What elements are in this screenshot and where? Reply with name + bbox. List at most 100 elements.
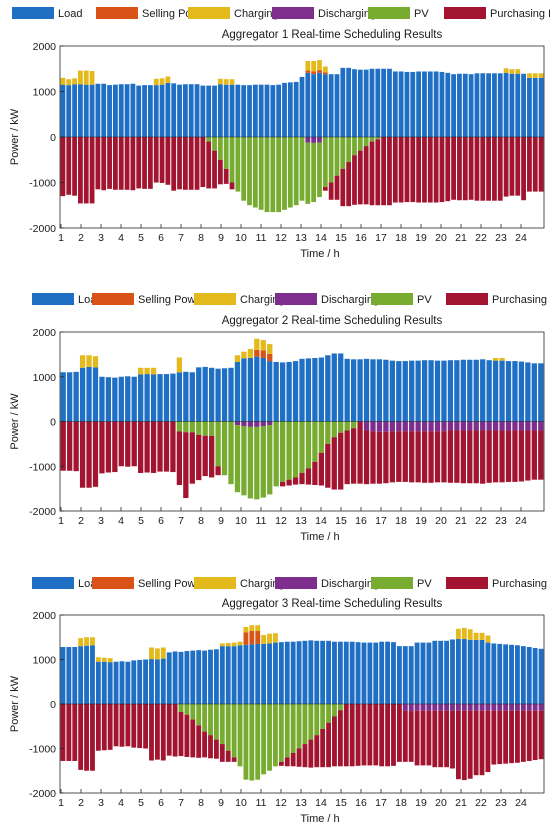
bar-discharging [421, 421, 428, 432]
bar-purchasing-power [170, 421, 176, 473]
y-tick-label: 1000 [33, 87, 57, 99]
bar-load [66, 85, 72, 137]
bar-load [314, 640, 320, 704]
bar-pv [176, 421, 183, 432]
bar-load [450, 639, 455, 704]
bar-purchasing-power [521, 137, 526, 201]
bar-charging [273, 633, 278, 643]
bar-purchasing-power [312, 461, 318, 486]
bar-purchasing-power [176, 431, 183, 486]
bar-discharging [499, 421, 505, 431]
bar-load [170, 373, 176, 422]
legend-label-charging: Charging [240, 294, 285, 306]
x-tick-label: 5 [138, 232, 144, 244]
x-tick-label: 16 [355, 515, 367, 527]
bar-pv [311, 142, 317, 203]
x-tick-label: 16 [355, 232, 367, 244]
bar-discharging [526, 704, 532, 711]
bar-purchasing-power [486, 137, 491, 201]
bar-discharging [414, 704, 420, 711]
chart-panel-1: Load Selling Power Charging Discharging PV Pu… [9, 7, 550, 260]
bar-discharging [503, 704, 509, 711]
bar-discharging [538, 421, 544, 431]
bar-load [284, 641, 290, 704]
bar-charging [479, 632, 485, 640]
x-tick-label: 22 [475, 797, 487, 809]
bar-purchasing-power [389, 431, 395, 483]
bar-purchasing-power [357, 421, 363, 484]
bar-pv [190, 704, 196, 720]
bar-purchasing-power [286, 479, 292, 486]
bar-purchasing-power [183, 432, 189, 499]
x-tick-label: 2 [78, 797, 84, 809]
bar-charging [138, 367, 144, 375]
bar-purchasing-power [101, 704, 107, 751]
bar-pv [308, 704, 314, 740]
x-tick-label: 15 [335, 232, 347, 244]
bar-charging [317, 60, 322, 71]
bar-load [421, 360, 428, 422]
bar-pv [292, 421, 299, 478]
bar-purchasing-power [416, 137, 422, 203]
x-axis: 1 2 3 4 5 6 7 8 9 10 11 12 13 14 15 16 17 18 19 20 21 22 23 24 [58, 789, 527, 809]
bar-pv [337, 704, 343, 711]
legend-swatch-load [32, 293, 74, 305]
bar-charging [92, 356, 99, 368]
bar-discharging [311, 137, 317, 143]
bar-discharging [532, 704, 538, 711]
bar-load [252, 84, 258, 137]
bar-load [462, 73, 468, 137]
bar-purchasing-power [95, 704, 101, 751]
bar-pv [302, 704, 308, 745]
bar-pv [267, 704, 272, 771]
bar-pv [318, 421, 324, 453]
bar-load [428, 360, 434, 422]
bar-discharging [480, 421, 486, 431]
x-tick-label: 10 [235, 515, 247, 527]
bar-discharging [505, 421, 512, 431]
bar-pv [363, 137, 369, 147]
bar-load [396, 646, 402, 704]
legend-swatch-purchasing-power [446, 577, 488, 589]
bar-load [282, 82, 287, 137]
bar-purchasing-power [432, 710, 438, 768]
bar-pv [325, 421, 331, 444]
bar-purchasing-power [131, 704, 137, 748]
legend-label-purchasing-power: Purchasing Power [492, 578, 550, 590]
bar-load [144, 374, 150, 422]
x-tick-label: 12 [275, 515, 287, 527]
bar-purchasing-power [305, 468, 312, 485]
chart-title: Aggregator 3 Real-time Scheduling Result… [222, 598, 443, 610]
bar-load [101, 83, 107, 137]
legend-swatch-load [12, 7, 54, 19]
bar-discharging [432, 704, 438, 711]
bar-purchasing-power [526, 710, 532, 761]
bar-load [414, 642, 420, 704]
bar-load [260, 357, 266, 422]
bar-load [247, 85, 252, 137]
bar-load [243, 644, 249, 704]
bar-load [527, 77, 532, 137]
bar-charging [86, 355, 92, 367]
bar-discharging [538, 704, 544, 711]
bar-pv [344, 421, 350, 431]
bar-pv [189, 421, 195, 433]
bar-load [468, 74, 474, 137]
bar-pv [346, 137, 352, 163]
bar-purchasing-power [138, 421, 144, 473]
bar-selling-power [305, 70, 311, 73]
bar-charging [237, 641, 243, 646]
bar-load [525, 362, 531, 422]
bar-load [66, 647, 72, 704]
bar-load [279, 362, 286, 422]
bar-purchasing-power [461, 710, 467, 781]
bar-purchasing-power [67, 421, 73, 471]
bar-pv [213, 704, 219, 740]
bar-load [223, 84, 229, 137]
bar-purchasing-power [113, 704, 119, 747]
bar-load [451, 74, 456, 137]
bar-load [213, 649, 219, 704]
bar-purchasing-power [212, 150, 217, 189]
bar-purchasing-power [509, 137, 515, 196]
bar-pv [225, 704, 231, 751]
